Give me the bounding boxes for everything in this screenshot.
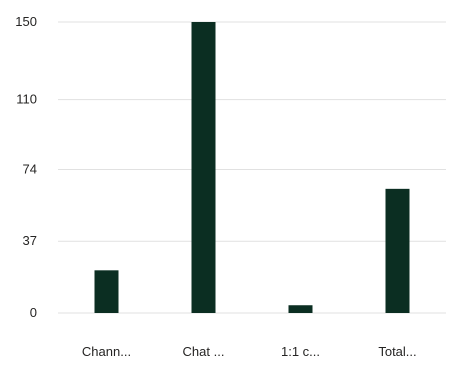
bar-1[interactable] <box>191 22 216 313</box>
bar-3[interactable] <box>385 188 410 313</box>
y-tick-label: 110 <box>16 92 37 107</box>
bar-0[interactable] <box>94 270 119 313</box>
bar-2[interactable] <box>288 305 313 313</box>
x-category-label: Total... <box>378 344 416 359</box>
y-tick-label: 37 <box>23 233 37 248</box>
y-tick-label: 74 <box>23 161 37 176</box>
y-tick-label: 150 <box>15 14 37 29</box>
bars <box>94 22 410 313</box>
x-category-label: Chat ... <box>183 344 225 359</box>
x-axis-labels: Chann... Chat ... 1:1 c... Total... <box>82 344 417 359</box>
x-category-label: 1:1 c... <box>281 344 320 359</box>
y-axis-ticks: 0 37 74 110 150 <box>15 14 37 320</box>
gridlines <box>58 21 446 314</box>
y-tick-label: 0 <box>30 305 37 320</box>
x-category-label: Chann... <box>82 344 131 359</box>
